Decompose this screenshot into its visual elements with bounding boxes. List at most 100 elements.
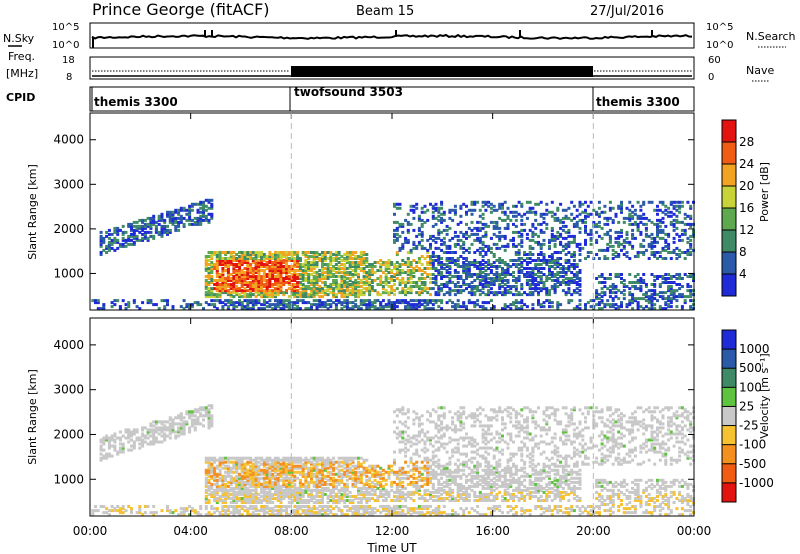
heatmap-cell <box>589 251 593 254</box>
heatmap-cell <box>548 238 551 242</box>
heatmap-cell <box>301 468 305 472</box>
heatmap-cell <box>440 265 444 268</box>
heatmap-cell <box>221 261 225 264</box>
heatmap-cell <box>160 230 164 234</box>
heatmap-cell <box>622 293 626 297</box>
heatmap-cell <box>667 281 671 284</box>
heatmap-cell <box>343 253 347 256</box>
heatmap-cell <box>368 291 372 295</box>
heatmap-cell <box>498 283 502 286</box>
heatmap-cell <box>689 307 693 311</box>
heatmap-cell <box>318 488 322 492</box>
heatmap-cell <box>556 206 560 210</box>
heatmap-cell <box>644 295 648 299</box>
heatmap-cell <box>628 303 632 307</box>
heatmap-cell <box>296 476 300 480</box>
heatmap-cell <box>451 251 455 254</box>
heatmap-cell <box>265 476 269 480</box>
heatmap-cell <box>489 287 493 291</box>
heatmap-cell <box>606 303 610 307</box>
heatmap-cell <box>276 269 280 272</box>
heatmap-cell <box>445 257 449 260</box>
heatmap-cell <box>235 490 239 494</box>
heatmap-cell <box>603 210 607 214</box>
y-tick-label: 4000 <box>53 133 84 147</box>
heatmap-cell <box>282 476 286 480</box>
heatmap-cell <box>254 267 258 270</box>
heatmap-cell <box>553 263 557 266</box>
heatmap-cell <box>279 505 283 508</box>
heatmap-cell <box>564 281 568 284</box>
heatmap-cell <box>107 509 111 513</box>
heatmap-cell <box>135 436 139 440</box>
heatmap-cell <box>357 277 360 280</box>
heatmap-cell <box>298 497 302 500</box>
heatmap-cell <box>105 452 109 456</box>
heatmap-cell <box>276 273 280 276</box>
heatmap-cell <box>398 206 402 210</box>
heatmap-cell <box>290 464 294 468</box>
heatmap-cell <box>154 303 158 307</box>
heatmap-cell <box>171 428 175 432</box>
heatmap-cell <box>218 499 222 502</box>
heatmap-cell <box>268 261 272 264</box>
heatmap-cell <box>249 478 253 482</box>
heatmap-cell <box>163 299 167 303</box>
heatmap-cell <box>459 230 463 234</box>
heatmap-cell <box>274 251 277 254</box>
heatmap-cell <box>315 263 319 266</box>
heatmap-cell <box>525 271 529 274</box>
heatmap-cell <box>362 287 366 291</box>
heatmap-cell <box>177 426 181 430</box>
heatmap-cell <box>105 251 109 254</box>
heatmap-cell <box>298 265 302 268</box>
heatmap-cell <box>268 275 272 278</box>
heatmap-cell <box>310 499 313 502</box>
heatmap-cell <box>404 236 408 240</box>
heatmap-cell <box>686 248 690 252</box>
heatmap-cell <box>238 287 241 291</box>
heatmap-cell <box>420 289 424 293</box>
heatmap-cell <box>600 236 604 240</box>
heatmap-cell <box>96 299 100 303</box>
heatmap-cell <box>398 263 402 266</box>
heatmap-cell <box>301 299 305 303</box>
heatmap-cell <box>686 236 690 240</box>
heatmap-cell <box>238 478 241 482</box>
heatmap-cell <box>561 271 565 274</box>
heatmap-cell <box>290 269 294 272</box>
heatmap-cell <box>121 450 125 454</box>
heatmap-cell <box>465 273 468 276</box>
heatmap-cell <box>625 255 629 258</box>
heatmap-cell <box>157 440 161 444</box>
heatmap-cell <box>597 234 601 238</box>
heatmap-cell <box>498 265 502 268</box>
heatmap-cell <box>542 216 546 220</box>
heatmap-cell <box>282 460 286 464</box>
heatmap-cell <box>503 263 507 266</box>
heatmap-cell <box>290 478 294 482</box>
heatmap-cell <box>296 507 300 511</box>
heatmap-cell <box>207 468 211 472</box>
heatmap-cell <box>254 474 258 478</box>
heatmap-cell <box>116 238 120 242</box>
heatmap-cell <box>293 289 297 293</box>
heatmap-cell <box>401 287 405 291</box>
heatmap-cell <box>310 466 313 470</box>
heatmap-cell <box>99 505 103 508</box>
heatmap-cell <box>210 507 214 511</box>
heatmap-cell <box>683 301 687 305</box>
heatmap-cell <box>656 212 659 216</box>
heatmap-cell <box>334 255 338 258</box>
heatmap-cell <box>152 434 156 438</box>
heatmap-cell <box>296 269 300 272</box>
heatmap-cell <box>572 275 576 278</box>
heatmap-cell <box>282 299 286 303</box>
heatmap-cell <box>282 497 286 500</box>
heatmap-cell <box>301 458 305 462</box>
heatmap-cell <box>354 279 358 282</box>
heatmap-cell <box>501 293 504 297</box>
heatmap-cell <box>276 513 280 517</box>
heatmap-cell <box>417 267 421 270</box>
heatmap-cell <box>246 277 250 280</box>
